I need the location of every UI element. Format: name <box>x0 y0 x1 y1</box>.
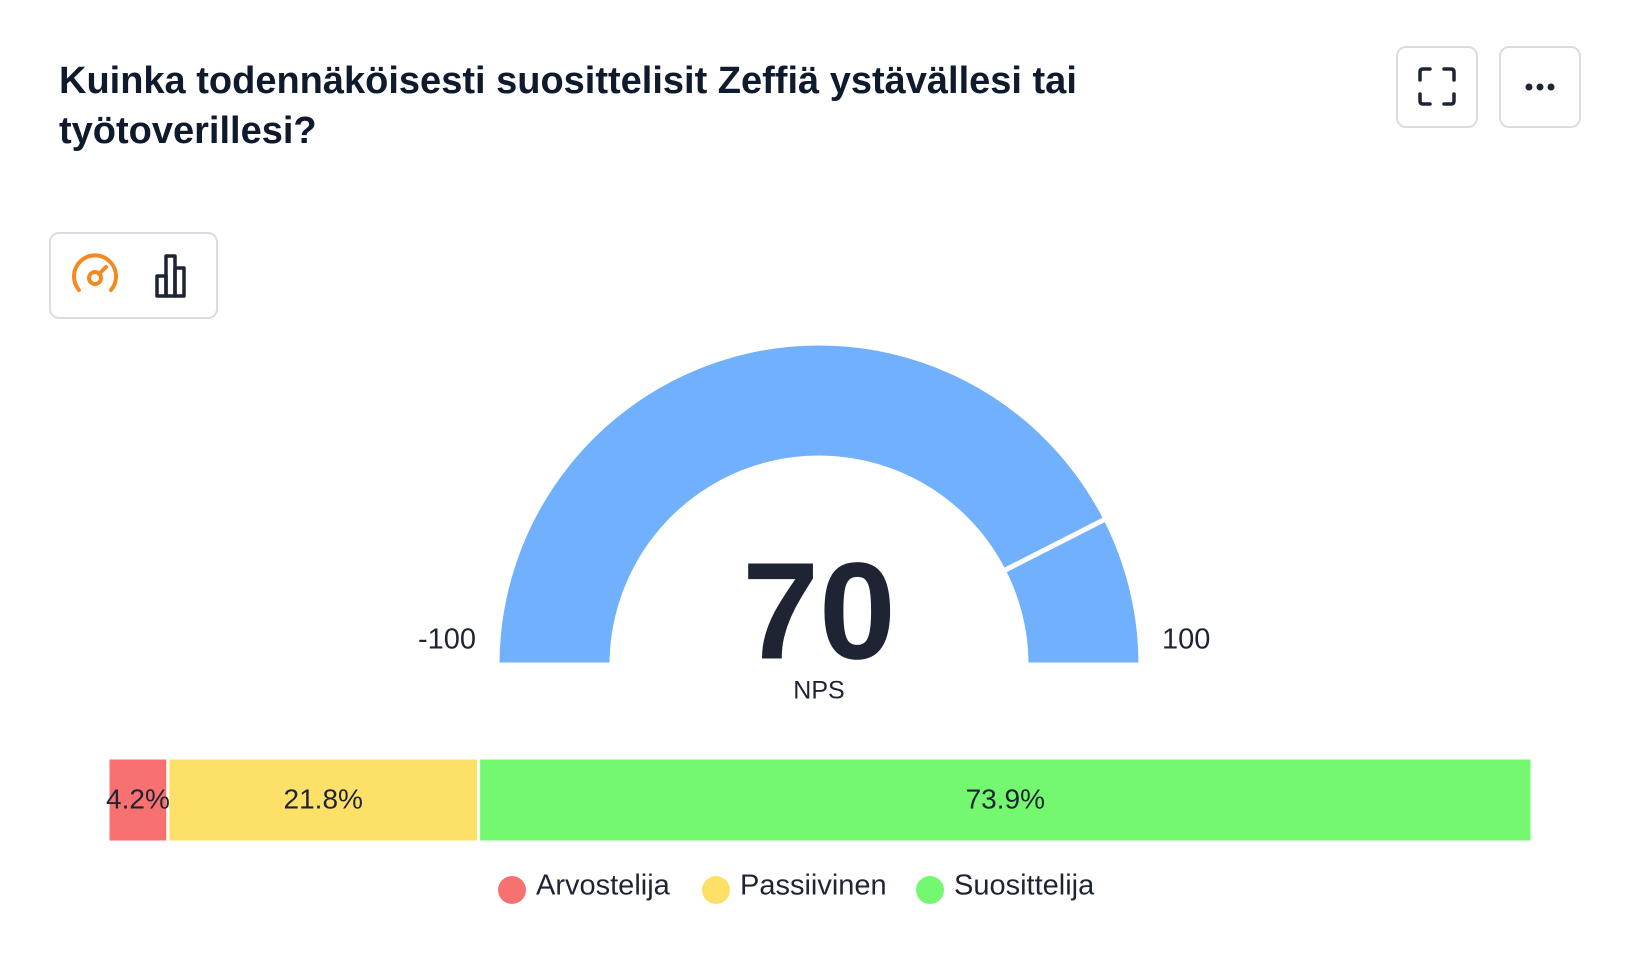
legend-swatch <box>702 876 730 904</box>
legend-label: Passiivinen <box>740 870 887 902</box>
gauge-max-label: 100 <box>1162 624 1210 656</box>
legend-label: Suosittelija <box>954 870 1095 902</box>
nps-value: 70 <box>742 534 896 688</box>
bar-segment <box>477 758 1532 842</box>
breakdown-bar <box>108 758 1532 842</box>
fullscreen-button[interactable] <box>1396 46 1478 128</box>
legend-swatch <box>916 876 944 904</box>
bar-view-icon[interactable] <box>155 254 186 298</box>
gauge-rest-arc <box>1000 515 1144 668</box>
more-icon <box>1525 83 1555 91</box>
fullscreen-icon <box>1418 67 1456 106</box>
gauge-view-icon[interactable] <box>72 253 118 292</box>
bar-segment <box>108 758 170 842</box>
view-toggle <box>49 232 218 319</box>
segment-label: 21.8% <box>284 783 363 814</box>
gauge-value-arc <box>494 340 1110 668</box>
more-button[interactable] <box>1499 46 1581 128</box>
legend-swatch <box>498 876 526 904</box>
segment-label: 73.9% <box>966 783 1045 814</box>
view-icons <box>72 253 186 298</box>
bar-segment <box>166 758 481 842</box>
legend-label: Arvostelija <box>536 870 671 902</box>
gauge-min-label: -100 <box>418 624 476 656</box>
widget-title: Kuinka todennäköisesti suosittelisit Zef… <box>59 60 1077 152</box>
segment-label: 4.2% <box>106 783 170 814</box>
nps-label: NPS <box>793 677 844 705</box>
